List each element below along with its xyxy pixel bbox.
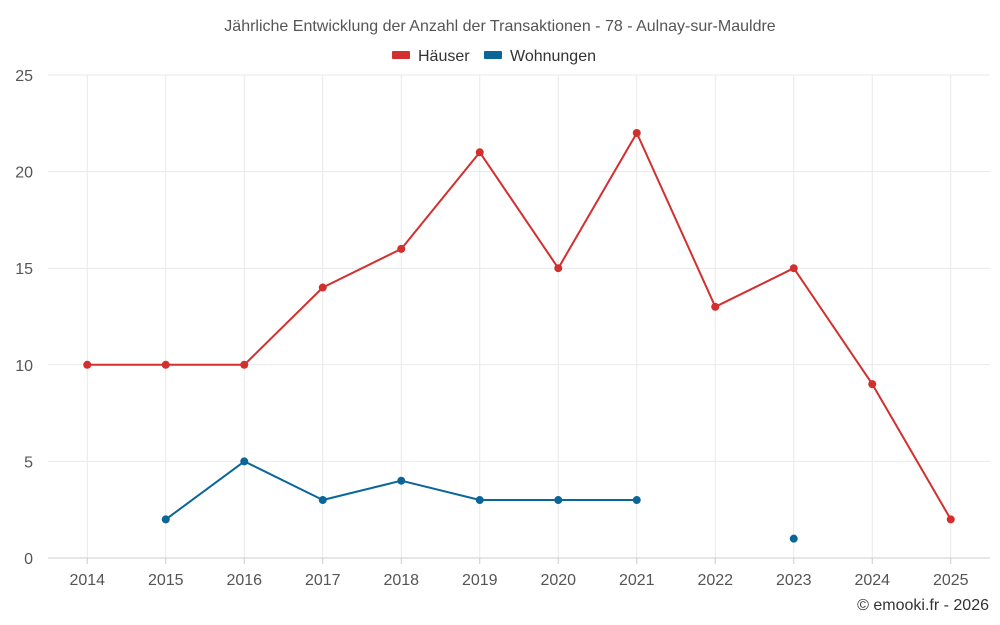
data-point-wohnungen-2018[interactable] (397, 476, 406, 485)
x-tick-label: 2020 (540, 572, 576, 589)
x-tick-label: 2024 (854, 572, 890, 589)
y-tick-label: 20 (15, 165, 33, 182)
data-point-haeuser-2024[interactable] (868, 380, 877, 389)
y-tick-label: 25 (15, 68, 33, 85)
series-wohnungen (161, 457, 798, 543)
data-point-wohnungen-2019[interactable] (475, 496, 484, 505)
chart-title: Jährliche Entwicklung der Anzahl der Tra… (224, 18, 775, 35)
x-tick-label: 2014 (69, 572, 105, 589)
data-point-haeuser-2017[interactable] (318, 283, 327, 292)
x-tick-label: 2016 (226, 572, 262, 589)
data-point-haeuser-2023[interactable] (789, 264, 798, 273)
x-tick-label: 2025 (933, 572, 969, 589)
series-haeuser (83, 128, 955, 524)
x-tick-label: 2021 (619, 572, 655, 589)
data-point-wohnungen-2021[interactable] (632, 496, 641, 505)
y-tick-label: 15 (15, 261, 33, 278)
x-tick-label: 2022 (697, 572, 733, 589)
data-point-haeuser-2020[interactable] (554, 264, 563, 273)
y-tick-label: 5 (24, 454, 33, 471)
data-point-haeuser-2016[interactable] (240, 360, 249, 369)
series (83, 128, 955, 543)
data-point-haeuser-2019[interactable] (475, 148, 484, 157)
x-tick-label: 2019 (462, 572, 498, 589)
legend: Häuser Wohnungen (392, 48, 596, 65)
legend-label-haeuser: Häuser (418, 48, 470, 65)
data-point-haeuser-2021[interactable] (632, 128, 641, 137)
x-tick-label: 2018 (383, 572, 419, 589)
data-point-wohnungen-2017[interactable] (318, 496, 327, 505)
data-point-haeuser-2022[interactable] (711, 302, 720, 311)
legend-swatch-haeuser (392, 51, 410, 59)
x-tick-label: 2015 (148, 572, 184, 589)
data-point-wohnungen-2015[interactable] (161, 515, 170, 524)
data-point-haeuser-2018[interactable] (397, 244, 406, 253)
data-point-haeuser-2025[interactable] (946, 515, 955, 524)
data-point-haeuser-2014[interactable] (83, 360, 92, 369)
y-tick-label: 0 (24, 551, 33, 568)
data-point-haeuser-2015[interactable] (161, 360, 170, 369)
x-tick-label: 2023 (776, 572, 812, 589)
legend-label-wohnungen: Wohnungen (510, 48, 596, 65)
data-point-wohnungen-2023[interactable] (789, 534, 798, 543)
grid (48, 74, 990, 558)
series-line-haeuser (86, 132, 952, 521)
legend-item-haeuser[interactable]: Häuser (392, 48, 470, 65)
legend-item-wohnungen[interactable]: Wohnungen (484, 48, 596, 65)
data-point-wohnungen-2016[interactable] (240, 457, 249, 466)
data-point-wohnungen-2020[interactable] (554, 496, 563, 505)
credit-text[interactable]: © emooki.fr - 2026 (857, 597, 989, 614)
x-tick-label: 2017 (305, 572, 341, 589)
y-tick-label: 10 (15, 358, 33, 375)
legend-swatch-wohnungen (484, 51, 502, 59)
